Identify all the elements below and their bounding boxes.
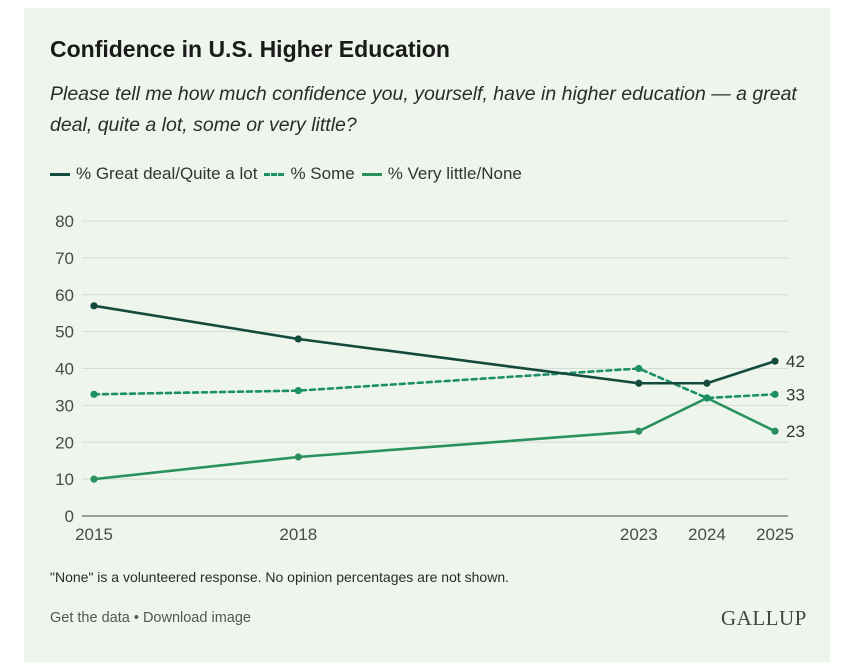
y-tick-label-60: 60 <box>55 286 74 305</box>
data-point-great-deal-2018 <box>294 335 302 343</box>
y-tick-label-10: 10 <box>55 470 74 489</box>
data-point-great-deal-2023 <box>635 379 643 387</box>
y-tick-label-20: 20 <box>55 433 74 452</box>
legend-swatch-very-little <box>361 172 382 176</box>
series-line-great-deal <box>92 304 777 385</box>
legend-swatch-great-deal <box>50 172 70 176</box>
chart-subtitle: Please tell me how much confidence you, … <box>50 83 797 136</box>
legend-label-very-little: % Very little/None <box>387 164 522 183</box>
data-point-some-2024 <box>703 394 711 402</box>
data-point-some-2023 <box>635 364 643 373</box>
x-tick-label-2015: 2015 <box>75 525 113 544</box>
get-the-data-link[interactable]: Get the data <box>50 610 130 626</box>
legend-label-some: % Some <box>290 164 355 183</box>
end-label-great-deal: 42 <box>786 352 805 371</box>
y-tick-label-40: 40 <box>55 360 74 379</box>
legend-swatch-some <box>264 172 285 176</box>
data-point-very-little-2025 <box>771 427 779 435</box>
chart-title: Confidence in U.S. Higher Education <box>50 36 450 62</box>
y-tick-label-30: 30 <box>55 396 74 415</box>
line-chart: 0 10 20 30 40 50 60 70 80 2015 2018 2023 2024 2025 23 3… <box>55 212 805 544</box>
y-tick-label-70: 70 <box>55 249 74 268</box>
data-point-some-2018 <box>294 387 302 395</box>
y-tick-label-0: 0 <box>65 507 74 526</box>
x-tick-label-2023: 2023 <box>620 525 658 544</box>
end-label-some: 33 <box>786 385 805 404</box>
footer-links: Get the data • Download image <box>50 610 251 626</box>
x-tick-label-2025: 2025 <box>756 525 794 544</box>
data-point-very-little-2023 <box>635 427 643 435</box>
y-tick-label-50: 50 <box>55 323 74 342</box>
legend-label-great-deal: % Great deal/Quite a lot <box>76 164 258 183</box>
data-point-great-deal-2024 <box>703 379 711 387</box>
data-point-great-deal-2015 <box>90 302 98 310</box>
series-line-very-little <box>92 396 777 481</box>
data-point-some-2025 <box>771 390 779 398</box>
chart-note: "None" is a volunteered response. No opi… <box>50 569 510 585</box>
legend: % Great deal/Quite a lot % Some % Very l… <box>50 164 529 184</box>
end-label-very-little: 23 <box>786 422 805 441</box>
data-point-great-deal-2025 <box>771 357 779 365</box>
legend-item-great-deal: % Great deal/Quite a lot <box>50 164 257 184</box>
gallup-logo: GALLUP <box>721 606 807 630</box>
legend-item-very-little: % Very little/None <box>361 164 522 184</box>
data-point-very-little-2015 <box>90 475 98 483</box>
data-point-very-little-2018 <box>294 453 302 461</box>
x-tick-label-2018: 2018 <box>279 525 317 544</box>
x-tick-label-2024: 2024 <box>688 525 726 544</box>
chart-card: Confidence in U.S. Higher Education Plea… <box>24 8 830 662</box>
legend-item-some: % Some <box>264 164 355 184</box>
download-image-link[interactable]: Download image <box>142 610 251 626</box>
y-tick-label-80: 80 <box>55 212 74 231</box>
data-point-some-2015 <box>90 390 98 398</box>
footer-separator: • <box>129 610 143 626</box>
